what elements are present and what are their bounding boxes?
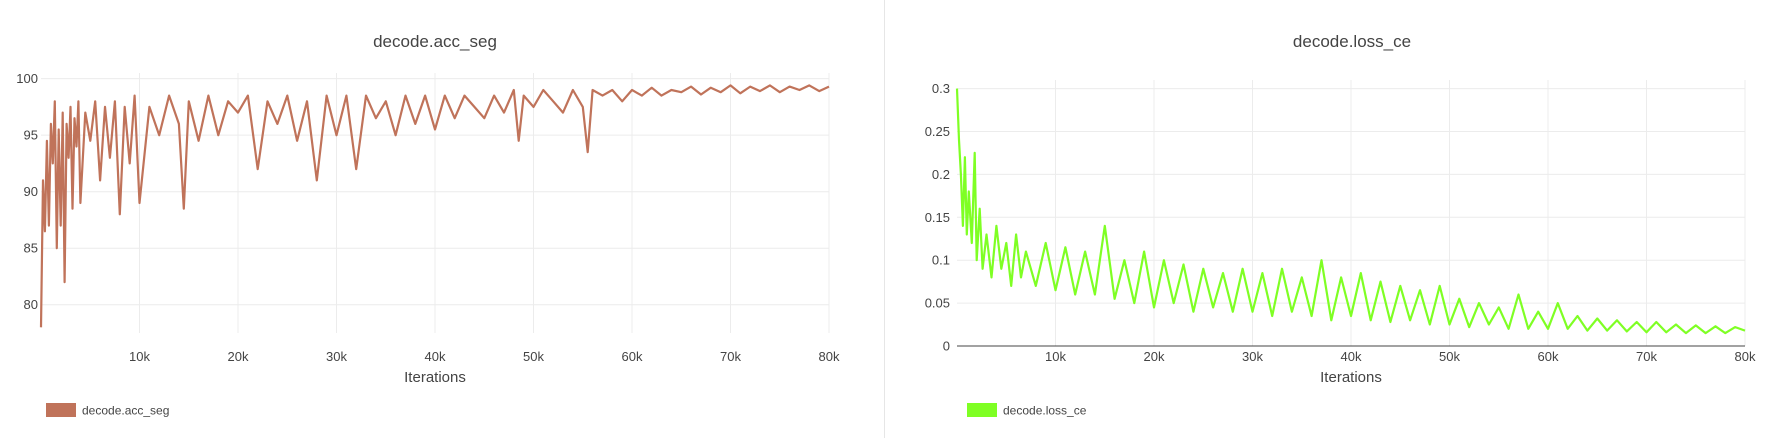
loss-ce-y-tick-label: 0 <box>943 339 950 354</box>
acc-seg-x-tick-label: 20k <box>228 349 249 364</box>
loss-ce-x-tick-label: 20k <box>1144 349 1165 364</box>
acc-seg-chart-title: decode.acc_seg <box>373 32 497 51</box>
acc-seg-y-tick-label: 80 <box>24 297 38 312</box>
loss-ce-chart-title: decode.loss_ce <box>1293 32 1411 51</box>
loss-ce-x-tick-label: 30k <box>1242 349 1263 364</box>
loss-ce-x-tick-label: 10k <box>1045 349 1066 364</box>
loss-ce-x-tick-label: 70k <box>1636 349 1657 364</box>
acc-seg-y-tick-label: 90 <box>24 184 38 199</box>
panel-divider <box>884 0 885 438</box>
loss-ce-series-line <box>955 88 1746 335</box>
acc-seg-y-tick-label: 85 <box>24 241 38 256</box>
acc-seg-x-tick-label: 60k <box>622 349 643 364</box>
loss-ce-legend-swatch <box>967 403 997 417</box>
loss-ce-y-tick-label: 0.1 <box>932 253 950 268</box>
acc-seg-x-axis-label: Iterations <box>404 369 466 386</box>
acc-seg-x-tick-label: 50k <box>523 349 544 364</box>
loss-ce-x-tick-label: 50k <box>1439 349 1460 364</box>
loss-ce-y-tick-label: 0.05 <box>925 296 950 311</box>
acc-seg-chart: decode.acc_seg 10k 20k 30k 40k 50k 60k 70k 80k 80… <box>16 32 840 418</box>
loss-ce-chart: decode.loss_ce 10k 20k 30k 40k 50k 60k 70k 80k 0 0… <box>925 32 1756 418</box>
loss-ce-x-axis-label: Iterations <box>1320 369 1382 386</box>
acc-seg-legend-label: decode.acc_seg <box>82 404 169 418</box>
acc-seg-x-tick-label: 30k <box>326 349 347 364</box>
acc-seg-legend-swatch <box>46 403 76 417</box>
loss-ce-legend-label: decode.loss_ce <box>1003 404 1087 418</box>
loss-ce-y-tick-label: 0.25 <box>925 124 950 139</box>
loss-ce-y-tick-label: 0.15 <box>925 210 950 225</box>
acc-seg-y-tick-label: 100 <box>16 71 38 86</box>
acc-seg-series-line <box>39 84 830 328</box>
acc-seg-x-tick-label: 70k <box>720 349 741 364</box>
acc-seg-x-tick-label: 80k <box>819 349 840 364</box>
loss-ce-x-tick-label: 40k <box>1341 349 1362 364</box>
loss-ce-x-tick-label: 80k <box>1735 349 1756 364</box>
acc-seg-x-tick-label: 10k <box>129 349 150 364</box>
acc-seg-x-tick-label: 40k <box>425 349 446 364</box>
loss-ce-y-tick-label: 0.3 <box>932 81 950 96</box>
loss-ce-x-tick-label: 60k <box>1538 349 1559 364</box>
acc-seg-y-tick-label: 95 <box>24 128 38 143</box>
loss-ce-y-tick-label: 0.2 <box>932 167 950 182</box>
